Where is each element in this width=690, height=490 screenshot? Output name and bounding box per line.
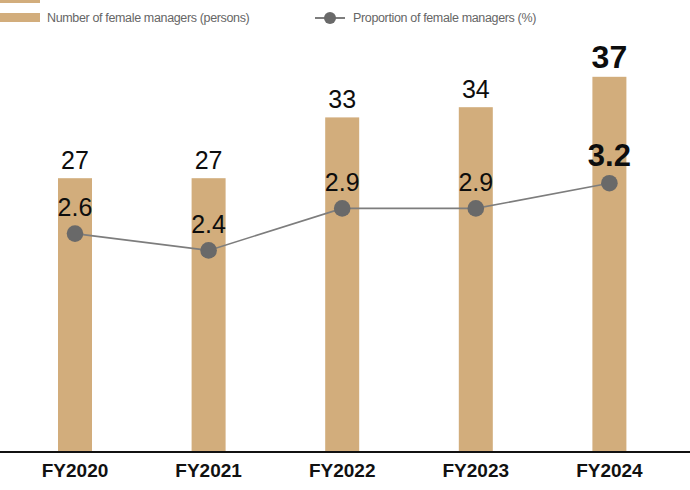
x-axis-label-FY2023: FY2023 <box>443 460 510 481</box>
line-value-label-FY2022: 2.9 <box>325 168 360 196</box>
bar-FY2024 <box>592 77 626 452</box>
line-dot-FY2021 <box>200 242 217 259</box>
female-managers-chart: Number of female managers (persons) Prop… <box>0 0 690 490</box>
line-value-label-FY2020: 2.6 <box>58 193 93 221</box>
x-axis-label-FY2024: FY2024 <box>576 460 643 481</box>
line-value-label-FY2021: 2.4 <box>191 210 226 238</box>
line-value-label-FY2024: 3.2 <box>588 138 631 173</box>
line-dot-FY2020 <box>67 225 84 242</box>
bar-value-label-FY2023: 34 <box>462 75 490 103</box>
bar-value-label-FY2021: 27 <box>195 146 223 174</box>
line-dot-FY2023 <box>468 200 485 217</box>
bar-value-label-FY2020: 27 <box>61 146 89 174</box>
x-axis-label-FY2020: FY2020 <box>42 460 109 481</box>
bar-FY2023 <box>459 107 493 452</box>
x-axis-label-FY2022: FY2022 <box>309 460 376 481</box>
x-axis-label-FY2021: FY2021 <box>175 460 242 481</box>
combo-chart-canvas: 27 27 33 34 37 2.6 2.4 2.9 2.9 3.2 FY2020 FY2021 FY2… <box>0 0 690 490</box>
bar-value-label-FY2024: 37 <box>592 39 628 75</box>
line-value-label-FY2023: 2.9 <box>458 168 493 196</box>
bar-value-label-FY2022: 33 <box>328 85 356 113</box>
line-dot-FY2022 <box>334 200 351 217</box>
line-dot-FY2024 <box>601 175 618 192</box>
